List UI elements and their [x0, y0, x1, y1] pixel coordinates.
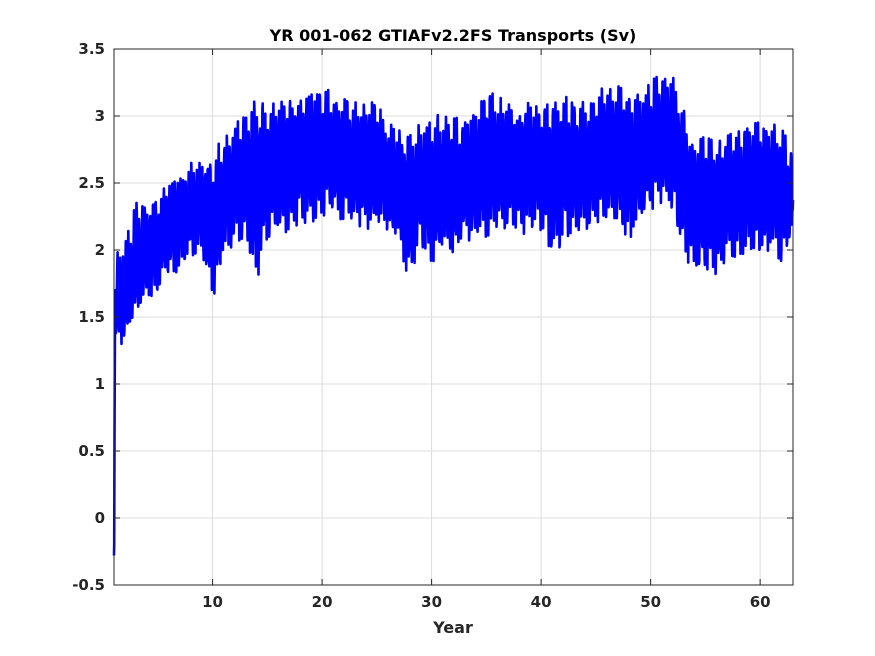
x-tick-label: 40 — [531, 593, 552, 611]
y-tick-labels: -0.5 0 0.5 1 1.5 2 2.5 3 3.5 — [72, 40, 105, 594]
y-tick-label: 0.5 — [78, 442, 105, 460]
x-tick-labels: 10 20 30 40 50 60 — [202, 593, 770, 611]
x-tick-label: 50 — [640, 593, 661, 611]
x-tick-label: 60 — [750, 593, 771, 611]
x-tick-label: 10 — [202, 593, 223, 611]
y-tick-label: 2.5 — [78, 174, 105, 192]
ticks — [114, 48, 793, 586]
y-tick-label: -0.5 — [72, 576, 105, 594]
y-tick-label: 3.5 — [78, 40, 105, 58]
y-tick-label: 0 — [95, 509, 105, 527]
y-tick-label: 3 — [95, 107, 105, 125]
y-tick-label: 1.5 — [78, 308, 105, 326]
y-tick-label: 1 — [95, 375, 105, 393]
series-line — [112, 75, 795, 556]
chart-title: YR 001-062 GTIAFv2.2FS Transports (Sv) — [269, 26, 637, 45]
x-axis-label: Year — [432, 618, 473, 637]
x-tick-label: 20 — [312, 593, 333, 611]
x-tick-label: 30 — [421, 593, 442, 611]
y-tick-label: 2 — [95, 241, 105, 259]
series-layer — [112, 75, 795, 556]
